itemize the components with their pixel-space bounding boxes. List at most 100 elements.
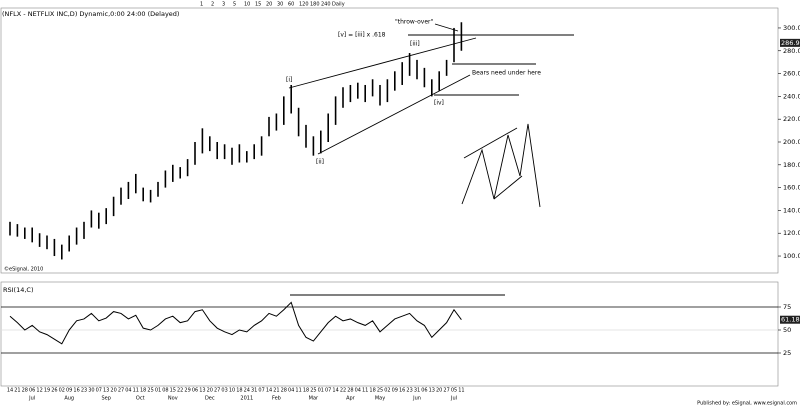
toolbar-button: 180 [310,2,320,8]
x-tick-label: 20 [207,388,213,394]
annotation: "throw-over" [395,19,433,26]
x-tick-label: 14 [266,388,272,394]
y-tick-label: 25 [783,349,791,357]
annotation: [v] = [iii] x .618 [338,32,386,39]
x-tick-label: 18 [369,388,375,394]
x-tick-label: 10 [229,388,235,394]
annotation: [iv] [434,100,444,107]
y-tick-label: 260.00 [783,70,800,78]
x-tick-label: 08 [162,388,168,394]
x-tick-label: 21 [14,388,20,394]
x-tick-label: 28 [347,388,353,394]
toolbar-button: 2 [211,2,214,8]
x-tick-label: 02 [59,388,65,394]
trend-lines [288,23,574,296]
toolbar-button: 30 [277,2,283,8]
x-tick-label: 06 [29,388,35,394]
y-tick-label: 180.00 [783,161,800,169]
x-tick-label: 27 [443,388,449,394]
x-month-label: Jul [450,396,457,402]
x-tick-label: 27 [118,388,124,394]
x-tick-label: 25 [147,388,153,394]
x-tick-label: 15 [170,388,176,394]
x-tick-label: 29 [184,388,190,394]
x-tick-label: 31 [251,388,257,394]
x-month-label: Nov [168,396,178,402]
x-tick-label: 16 [73,388,79,394]
y-tick-label: 100.00 [783,252,800,260]
y-tick-label: 220.00 [783,115,800,123]
x-month-label: 2011 [240,396,253,402]
toolbar-button: 5 [233,2,236,8]
x-tick-label: 13 [429,388,435,394]
toolbar-button: 3 [222,2,225,8]
x-tick-label: 22 [340,388,346,394]
x-tick-label: 11 [133,388,139,394]
x-tick-label: 21 [273,388,279,394]
x-tick-label: 20 [110,388,116,394]
toolbar-button: 240 [321,2,331,8]
x-tick-label: 19 [44,388,50,394]
x-tick-label: 16 [399,388,405,394]
price-panel [0,7,779,274]
toolbar-button: 60 [288,2,294,8]
x-tick-label: 07 [258,388,264,394]
x-tick-label: 24 [244,388,250,394]
x-tick-label: 07 [325,388,331,394]
x-month-label: May [375,396,385,402]
y-tick-label: 240.00 [783,92,800,100]
x-tick-label: 22 [177,388,183,394]
x-tick-label: 13 [103,388,109,394]
x-tick-label: 25 [310,388,316,394]
x-tick-label: 12 [36,388,42,394]
x-month-label: Jun [412,396,421,402]
x-tick-label: 07 [96,388,102,394]
rsi-title: RSI(14,C) [3,286,34,294]
x-tick-label: 04 [288,388,294,394]
toolbar-button: 1 [200,2,203,8]
x-month-label: Jul [28,396,35,402]
x-tick-label: 27 [214,388,220,394]
x-tick-label: 30 [88,388,94,394]
x-tick-label: 02 [384,388,390,394]
x-tick-label: 09 [392,388,398,394]
annotation: Bears need under here [472,70,541,77]
x-month-label: Oct [136,396,145,402]
rsi-line [9,301,462,345]
y-tick-label: 200.00 [783,138,800,146]
x-tick-label: 13 [199,388,205,394]
y-tick-label: 300.00 [783,24,800,32]
x-tick-label: 20 [436,388,442,394]
x-month-label: Feb [272,396,281,402]
x-tick-label: 18 [303,388,309,394]
x-tick-label: 26 [51,388,57,394]
toolbar: 1 2 3 5 10 15 20 30 60 120 180 240 Daily [200,2,345,8]
x-tick-label: 04 [125,388,131,394]
toolbar-button: 20 [266,2,272,8]
y-tick-label: 140.00 [783,206,800,214]
x-tick-label: 18 [140,388,146,394]
rsi-panel [0,281,779,387]
x-month-label: Sep [101,396,110,402]
last-value-label: 61.18 [781,316,800,324]
x-month-label: Mar [309,396,319,402]
toolbar-button: Daily [332,2,345,8]
x-tick-label: 03 [221,388,227,394]
x-tick-label: 23 [81,388,87,394]
x-tick-label: 11 [362,388,368,394]
last-price-label: 286.93 [781,39,800,47]
x-tick-label: 18 [236,388,242,394]
y-tick-label: 160.00 [783,184,800,192]
x-tick-label: 04 [355,388,361,394]
x-tick-label: 31 [414,388,420,394]
copyright: ©eSignal, 2010 [4,266,43,273]
y-tick-label: 50 [783,326,791,334]
annotation: [iii] [410,41,420,48]
toolbar-button: 10 [244,2,250,8]
y-tick-label: 280.00 [783,47,800,55]
x-tick-label: 14 [332,388,338,394]
toolbar-button: 15 [255,2,261,8]
x-tick-label: 05 [451,388,457,394]
